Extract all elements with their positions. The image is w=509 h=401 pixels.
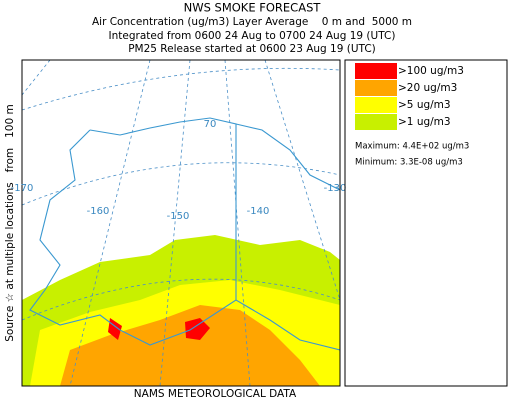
maximum: Maximum: 4.4E+02 ug/m3 [355,142,469,152]
title: NWS SMOKE FORECAST [184,1,322,15]
legend-label: >1 ug/m3 [398,116,451,128]
legend-label: >20 ug/m3 [398,82,457,94]
legend-label: >100 ug/m3 [398,65,464,77]
lon-line [159,60,191,386]
coastline [235,123,340,191]
minimum: Minimum: 3.3E-08 ug/m3 [355,158,463,168]
map-frame [21,59,341,387]
grid-label: 70 [204,119,217,130]
legend-swatch [355,80,397,96]
legend-swatch [355,97,397,113]
subtitle: Integrated from 0600 24 Aug to 0700 24 A… [109,30,396,42]
grid-label: -140 [247,206,270,217]
subtitle: Air Concentration (ug/m3) Layer Average … [92,16,412,28]
lon-line [224,60,251,386]
lon-line [22,60,51,96]
lat-line [22,67,340,111]
grid-label: -130 [324,183,347,194]
legend-swatch [355,63,397,79]
legend-label: >5 ug/m3 [398,99,451,111]
grid-label: -170 [11,183,34,194]
legend-swatch [355,114,397,130]
source-note: Source ☆ at multiple locations from 100 … [4,104,16,341]
lon-line [69,60,151,386]
plume-high [60,305,320,386]
plume-max [185,318,210,340]
footer: NAMS METEOROLOGICAL DATA [134,388,297,400]
lat-line [22,278,340,321]
coastline [29,129,340,351]
subtitle: PM25 Release started at 0600 23 Aug 19 (… [128,43,376,55]
grid-label: -150 [167,211,190,222]
grid-label: -160 [87,206,110,217]
legend-box [344,59,508,387]
legend: >100 ug/m3 >20 ug/m3 >5 ug/m3 >1 ug/m3 [355,63,464,130]
